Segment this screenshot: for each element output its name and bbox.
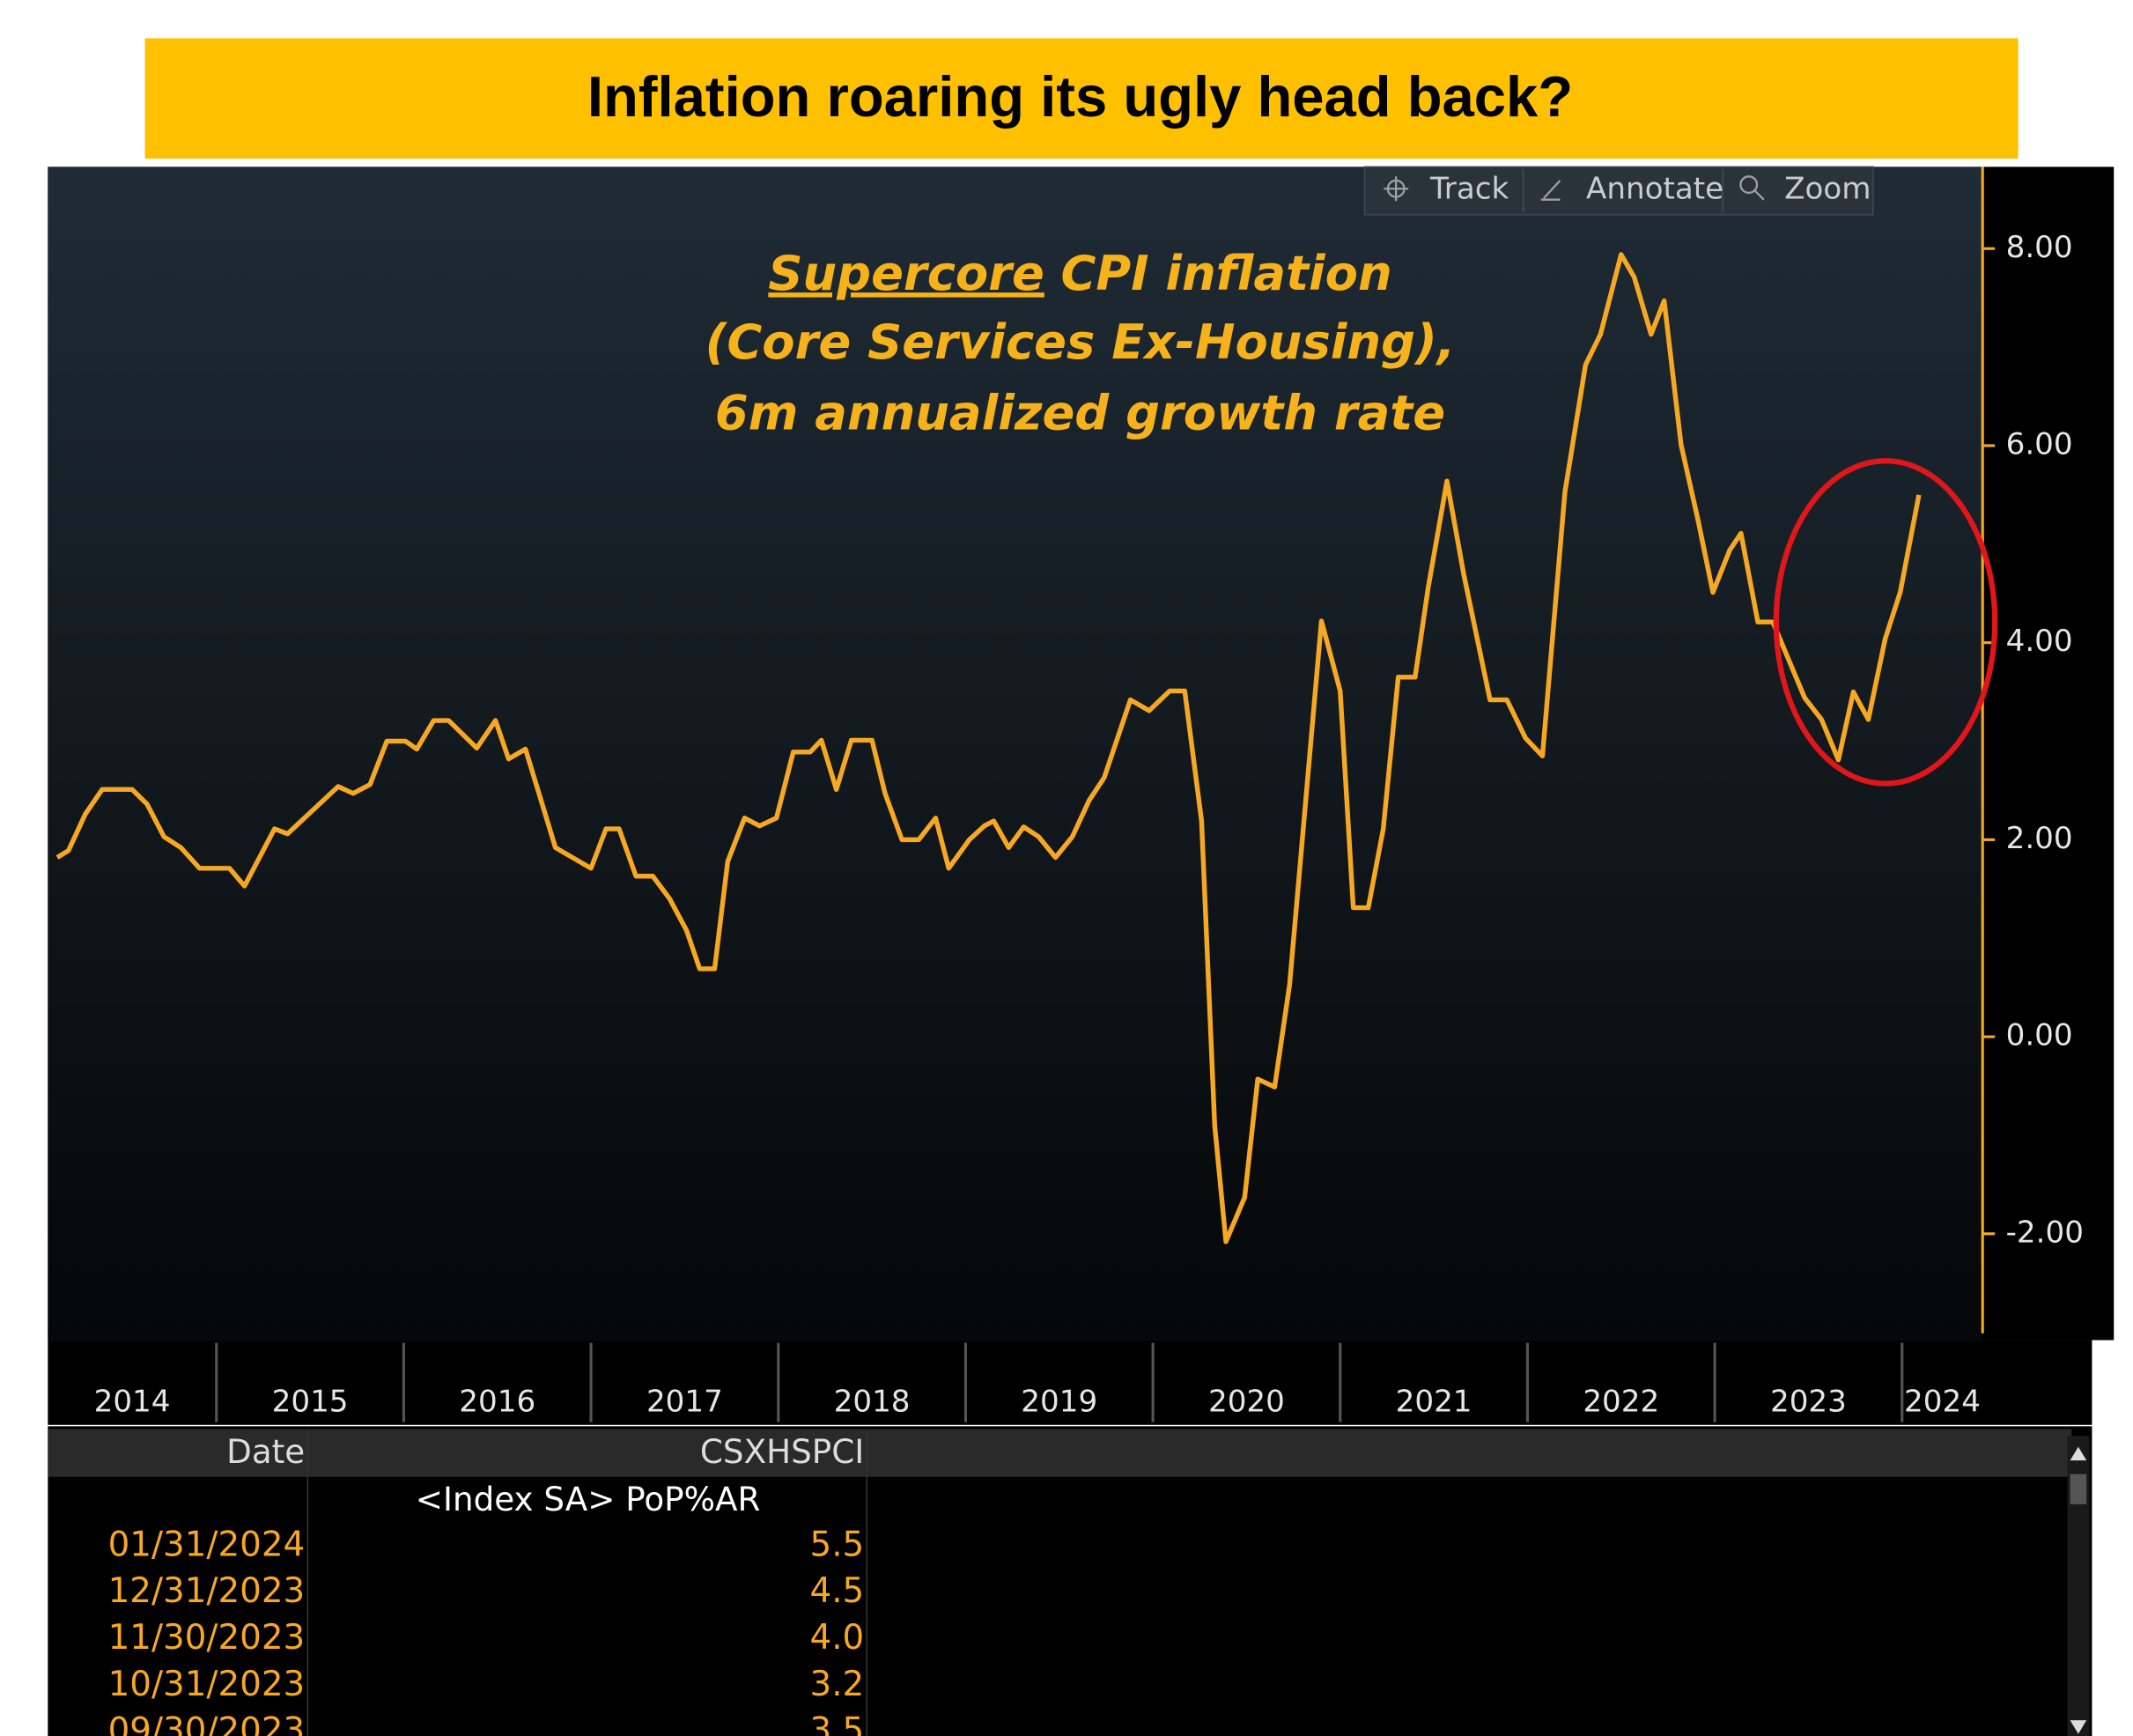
x-tick-label: 2014 [94,1384,171,1419]
x-tick-label: 2019 [1021,1384,1097,1419]
table-header-bg [48,1429,2072,1477]
highlight-circle [1773,458,1998,787]
chart-title: Inflation roaring its ugly head back? [587,64,1573,129]
y-tick-label: 4.00 [2006,624,2073,659]
y-tick-label: 6.00 [2006,426,2073,462]
annotation-text: CPI inflation [1061,246,1392,301]
x-tick-label: 2024 [1904,1384,1981,1419]
x-tick-label: 2017 [646,1384,723,1419]
table-bg [48,1426,2092,1736]
table-header: Date [226,1432,305,1471]
x-tick-label: 2022 [1583,1384,1659,1419]
y-tick-label: 2.00 [2006,821,2073,856]
x-tick-label: 2023 [1770,1384,1847,1419]
y-tick-label: -2.00 [2006,1215,2084,1250]
table-value: 3.5 [810,1711,865,1736]
x-axis-band [48,1340,2092,1425]
data-table: Date CSXHSPCI <Index SA> PoP%AR 01/31/20… [48,1426,2092,1736]
table-value: 5.5 [810,1525,865,1564]
table-subheader: <Index SA> PoP%AR [416,1480,761,1518]
table-date: 10/31/2023 [108,1665,306,1704]
title-banner [144,38,2019,159]
toolbar-button[interactable]: Annotate [1586,171,1723,206]
table-value: 4.0 [810,1618,865,1658]
table-value: 3.2 [810,1665,865,1704]
scrollbar-thumb[interactable] [2070,1474,2087,1504]
x-tick-label: 2018 [834,1384,911,1419]
plot-area [48,166,1983,1341]
table-date: 09/30/2023 [108,1711,306,1736]
annotation-line: 6m annualized growth rate [715,386,1445,441]
annotation: Supercore CPI inflation (Core Services Ex… [705,246,1456,440]
annotation-line: Supercore CPI inflation [768,246,1391,301]
table-value: 4.5 [810,1571,865,1611]
table-date: 01/31/2024 [108,1525,306,1564]
toolbar-button[interactable]: Zoom [1784,171,1871,206]
table-date: 11/30/2023 [108,1618,306,1658]
x-tick-label: 2015 [272,1384,349,1419]
annotation-emphasis: Supercore [768,246,1044,301]
y-tick-label: 0.00 [2006,1018,2073,1053]
table-header: CSXHSPCI [700,1432,864,1471]
toolbar-button[interactable]: Track [1429,171,1509,206]
x-tick-label: 2021 [1396,1384,1472,1419]
toolbar: Track Annotate Zoom [1363,166,1874,216]
x-tick-label: 2016 [459,1384,535,1419]
data-line [55,252,1922,1245]
toolbar-bg [1363,166,1874,216]
x-tick-label: 2020 [1208,1384,1285,1419]
table-date: 12/31/2023 [108,1571,306,1611]
annotation-line: (Core Services Ex-Housing), [705,314,1456,370]
toolbar-icons [1384,175,1765,202]
y-tick-label: 8.00 [2006,230,2073,265]
